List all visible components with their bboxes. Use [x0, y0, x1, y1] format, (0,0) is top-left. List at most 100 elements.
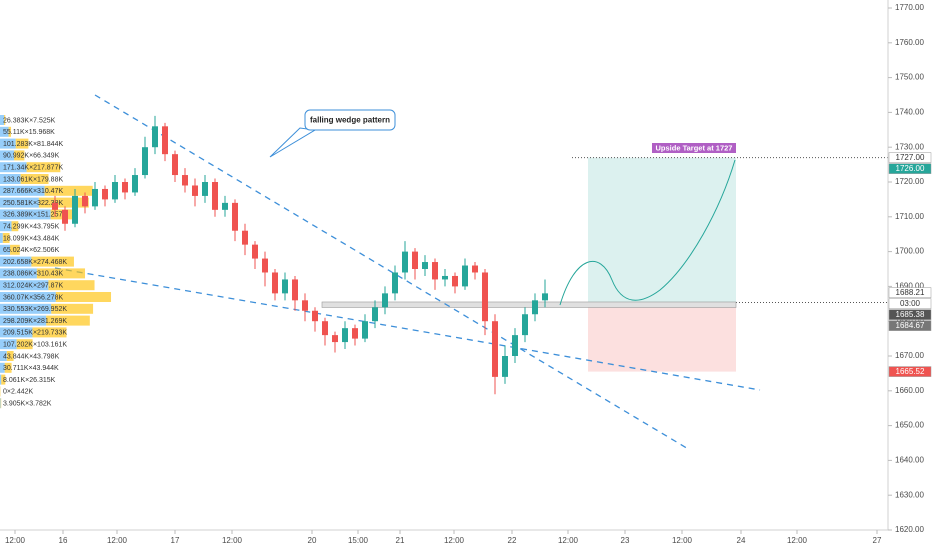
candle-body — [132, 175, 138, 193]
x-tick-label: 12:00 — [107, 536, 128, 545]
candle-body — [402, 251, 408, 273]
vp-sell — [16, 339, 33, 350]
candle-body — [272, 272, 278, 294]
x-tick-label: 12:00 — [558, 536, 579, 545]
candle-body — [522, 314, 528, 336]
vp-buy — [0, 327, 33, 338]
vp-buy — [0, 303, 52, 314]
vp-buy — [0, 398, 1, 409]
vp-label: 30.711K×43.944K — [3, 365, 59, 372]
candle-body — [472, 265, 478, 273]
vp-buy — [0, 362, 5, 373]
price-label: 1727.00 — [896, 153, 925, 162]
candle-body — [142, 147, 148, 176]
support-zone — [321, 301, 737, 308]
vp-sell — [8, 126, 12, 137]
vp-buy — [0, 339, 17, 350]
vp-label: 107.202K×103.161K — [3, 342, 67, 349]
vp-buy — [0, 256, 32, 267]
vp-label: 3.905K×3.782K — [3, 401, 52, 408]
x-tick-label: 12:00 — [444, 536, 465, 545]
vp-buy — [0, 233, 3, 243]
x-tick-label: 27 — [873, 536, 882, 545]
vp-label: 330.553K×269.952K — [3, 306, 67, 313]
candle-body — [122, 182, 128, 193]
profit-zone — [588, 157, 736, 303]
vp-sell — [31, 256, 74, 267]
y-tick-label: 1690.00 — [895, 282, 924, 291]
price-label-bg — [888, 320, 932, 331]
vp-sell — [26, 162, 61, 173]
vp-buy — [0, 174, 21, 184]
y-tick-label: 1730.00 — [895, 142, 924, 151]
price-label: 1684.67 — [896, 321, 925, 330]
vp-label: 55.11K×15.968K — [3, 129, 55, 136]
y-tick-label: 1760.00 — [895, 38, 924, 47]
vp-sell — [15, 138, 29, 149]
candle-body — [452, 275, 458, 287]
vp-label: 18.099K×43.484K — [3, 235, 60, 242]
y-tick-label: 1630.00 — [895, 490, 924, 499]
candle-body — [102, 188, 108, 200]
vp-label: 65.024K×62.506K — [3, 247, 60, 254]
price-label: 1665.52 — [896, 367, 925, 376]
price-label: 03:00 — [900, 299, 921, 308]
vp-label: 360.07K×356.278K — [3, 294, 63, 301]
vp-sell — [44, 185, 93, 196]
loss-zone — [588, 302, 736, 372]
vp-label: 312.024K×297.87K — [3, 283, 63, 290]
price-label: 1685.38 — [896, 310, 925, 319]
candle-body — [302, 300, 308, 311]
candle-body — [392, 272, 398, 294]
vp-label: 171.34K×217.877K — [3, 165, 63, 172]
x-tick-label: 21 — [396, 536, 405, 545]
price-label-bg — [888, 309, 932, 320]
y-tick-label: 1740.00 — [895, 108, 924, 117]
annotation: falling wedge pattern — [310, 116, 390, 125]
candle-body — [212, 182, 218, 210]
candle-body — [512, 335, 518, 356]
candle-body — [252, 244, 258, 259]
vp-sell — [20, 174, 49, 184]
vp-label: 298.209K×281.269K — [3, 318, 67, 325]
candle-body — [152, 126, 158, 148]
price-label-bg — [888, 287, 932, 298]
vp-sell — [14, 150, 25, 161]
vp-label: 250.581K×322.38K — [3, 200, 63, 207]
x-tick-label: 12:00 — [222, 536, 243, 545]
vp-buy — [0, 209, 51, 220]
price-label: 1688.21 — [896, 288, 925, 297]
vp-label: 326.389K×151.257K — [3, 212, 67, 219]
candle-body — [362, 321, 368, 339]
candle-body — [112, 182, 118, 200]
y-tick-label: 1670.00 — [895, 351, 924, 360]
vp-label: 209.515K×219.733K — [3, 330, 67, 337]
x-tick-label: 15:00 — [348, 536, 369, 545]
vp-sell — [0, 398, 2, 409]
vp-sell — [6, 351, 14, 361]
candle-body — [52, 202, 58, 210]
candle-body — [332, 335, 338, 343]
vp-buy — [0, 244, 11, 255]
candle-body — [192, 185, 198, 196]
wedge-lower — [54, 267, 761, 391]
price-label-bg — [888, 366, 932, 377]
y-tick-label: 1650.00 — [895, 421, 924, 430]
x-tick-label: 12:00 — [787, 536, 808, 545]
vp-buy — [0, 374, 2, 385]
candle-body — [372, 307, 378, 322]
vp-sell — [48, 280, 95, 291]
x-tick-label: 23 — [621, 536, 630, 545]
vp-buy — [0, 221, 12, 232]
vp-label: 43.844K×43.798K — [3, 353, 60, 360]
vp-sell — [36, 268, 86, 279]
y-tick-label: 1640.00 — [895, 456, 924, 465]
candle-body — [312, 310, 318, 322]
vp-buy — [0, 126, 9, 137]
candle-body — [382, 293, 388, 308]
candle-body — [412, 251, 418, 269]
candle-body — [242, 230, 248, 245]
candle-body — [232, 202, 238, 231]
x-tick-label: 20 — [308, 536, 317, 545]
vp-buy — [0, 268, 37, 279]
